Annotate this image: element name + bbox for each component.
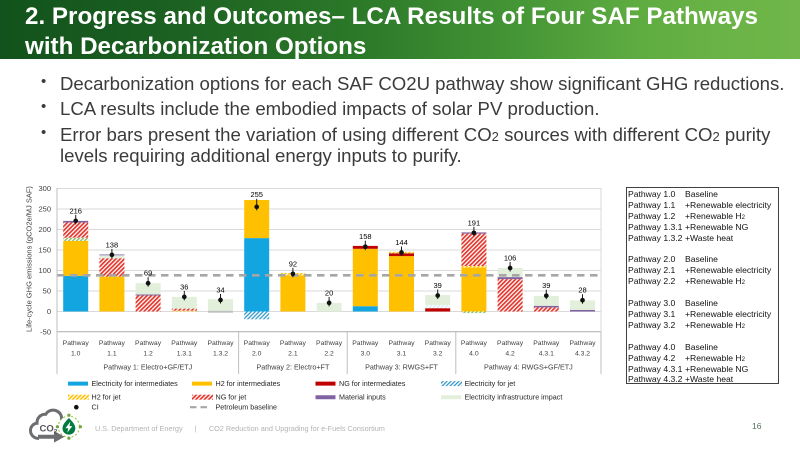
svg-text:300: 300 — [38, 184, 51, 193]
svg-text:2.1: 2.1 — [288, 351, 298, 358]
svg-text:Life-cycle GHG emissions (gCO2: Life-cycle GHG emissions (gCO2e/MJ SAF) — [25, 186, 34, 332]
svg-text:144: 144 — [395, 238, 408, 247]
svg-text:Pathway: Pathway — [569, 340, 596, 347]
svg-text:191: 191 — [468, 218, 481, 227]
svg-text:Pathway: Pathway — [63, 340, 90, 347]
svg-text:Pathway: Pathway — [425, 340, 452, 347]
svg-text:106: 106 — [504, 254, 517, 263]
svg-text:Electricity infrastructure imp: Electricity infrastructure impact — [465, 392, 563, 401]
svg-text:200: 200 — [38, 225, 51, 234]
svg-text:92: 92 — [289, 259, 297, 268]
svg-text:69: 69 — [144, 269, 152, 278]
svg-text:39: 39 — [434, 281, 442, 290]
svg-text:1.1: 1.1 — [107, 351, 117, 358]
svg-text:Pathway: Pathway — [207, 340, 234, 347]
svg-text:4.2: 4.2 — [505, 351, 515, 358]
svg-text:4.3.2: 4.3.2 — [575, 351, 590, 358]
svg-text:2.2: 2.2 — [324, 351, 334, 358]
svg-text:NG for intermediates: NG for intermediates — [339, 379, 406, 388]
svg-text:Pathway 1: Electro+GF/ETJ: Pathway 1: Electro+GF/ETJ — [103, 363, 192, 372]
svg-text:Petroleum baseline: Petroleum baseline — [216, 402, 278, 411]
svg-text:Electricity for jet: Electricity for jet — [465, 379, 516, 388]
svg-text:100: 100 — [38, 266, 51, 275]
svg-text:158: 158 — [359, 232, 372, 241]
svg-text:255: 255 — [250, 190, 263, 199]
svg-text:Pathway 4: RWGS+GF/ETJ: Pathway 4: RWGS+GF/ETJ — [484, 363, 573, 372]
svg-text:-50: -50 — [40, 328, 51, 337]
svg-text:138: 138 — [106, 240, 119, 249]
svg-text:3.0: 3.0 — [361, 351, 371, 358]
svg-text:Pathway: Pathway — [461, 340, 488, 347]
svg-text:Pathway: Pathway — [244, 340, 271, 347]
svg-text:Pathway 3: RWGS+FT: Pathway 3: RWGS+FT — [365, 363, 438, 372]
svg-text:Pathway: Pathway — [171, 340, 198, 347]
svg-text:Pathway 2: Electro+FT: Pathway 2: Electro+FT — [256, 363, 330, 372]
svg-text:0: 0 — [47, 307, 51, 316]
svg-text:Pathway: Pathway — [533, 340, 560, 347]
svg-text:216: 216 — [69, 206, 82, 215]
svg-text:H2 for intermediates: H2 for intermediates — [216, 379, 281, 388]
svg-text:1.0: 1.0 — [71, 351, 81, 358]
svg-text:1.3.1: 1.3.1 — [177, 351, 192, 358]
svg-text:150: 150 — [38, 246, 51, 255]
svg-text:39: 39 — [542, 281, 550, 290]
svg-text:1.3.2: 1.3.2 — [213, 351, 228, 358]
svg-text:NG for jet: NG for jet — [216, 392, 247, 401]
svg-text:4.0: 4.0 — [469, 351, 479, 358]
svg-text:34: 34 — [216, 286, 224, 295]
svg-text:50: 50 — [43, 287, 51, 296]
svg-text:4.3.1: 4.3.1 — [539, 351, 554, 358]
svg-text:36: 36 — [180, 282, 188, 291]
svg-text:CO2: CO2 — [40, 424, 58, 436]
svg-text:1.2: 1.2 — [143, 351, 153, 358]
svg-text:2.0: 2.0 — [252, 351, 262, 358]
svg-text:Pathway: Pathway — [316, 340, 343, 347]
svg-text:Pathway: Pathway — [99, 340, 126, 347]
svg-text:250: 250 — [38, 205, 51, 214]
svg-text:H2 for jet: H2 for jet — [92, 392, 121, 401]
svg-text:3.2: 3.2 — [433, 351, 443, 358]
svg-text:Pathway: Pathway — [352, 340, 379, 347]
svg-text:3.1: 3.1 — [397, 351, 407, 358]
svg-text:Pathway: Pathway — [497, 340, 524, 347]
svg-text:28: 28 — [578, 286, 586, 295]
svg-text:Electricity for intermediates: Electricity for intermediates — [92, 379, 179, 388]
svg-text:Pathway: Pathway — [280, 340, 307, 347]
svg-text:CI: CI — [92, 402, 99, 411]
svg-text:Pathway: Pathway — [135, 340, 162, 347]
svg-text:Material inputs: Material inputs — [339, 392, 386, 401]
svg-text:20: 20 — [325, 288, 333, 297]
svg-text:Pathway: Pathway — [388, 340, 415, 347]
